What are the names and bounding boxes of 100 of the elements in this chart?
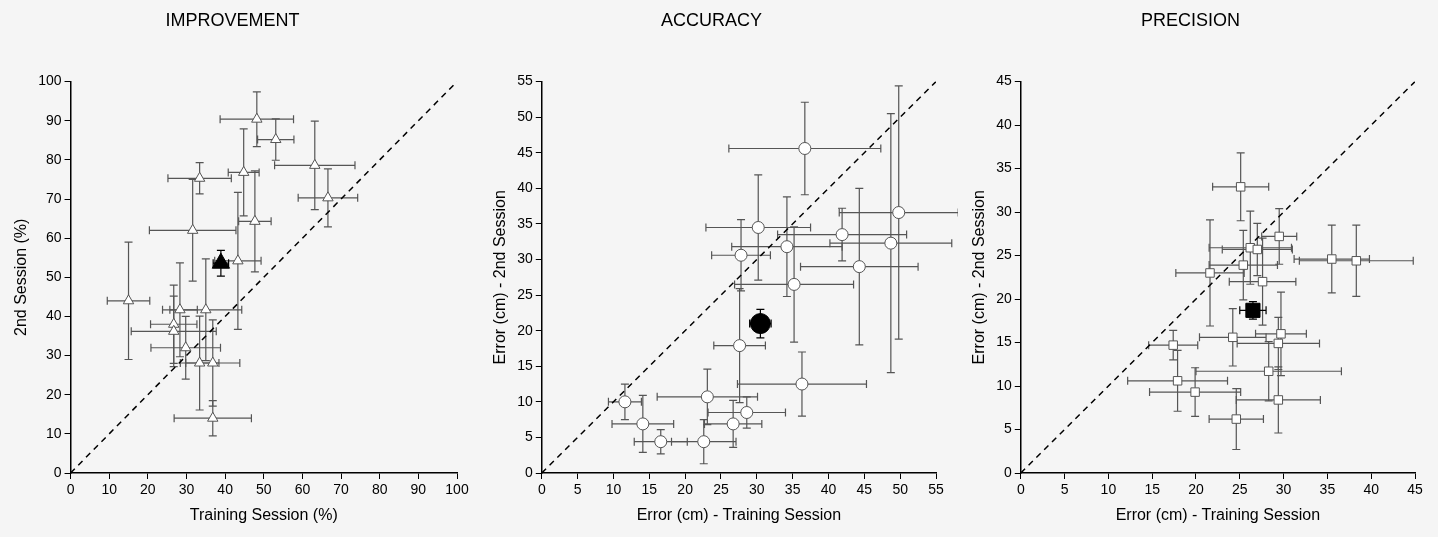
point (211, 252, 231, 269)
point (122, 294, 135, 305)
point (1274, 231, 1284, 242)
x-tick-label: 0 (537, 481, 546, 498)
chart-title: ACCURACY (660, 9, 763, 30)
point (798, 141, 812, 155)
y-tick-label: 10 (517, 392, 533, 409)
point (1238, 260, 1249, 270)
point (749, 313, 771, 335)
x-tick-label: 35 (784, 481, 801, 498)
point (251, 112, 263, 123)
x-tick-label: 40 (1363, 481, 1380, 498)
point (249, 214, 261, 225)
y-tick-label: 30 (45, 346, 62, 363)
point (1168, 340, 1178, 350)
x-tick-label: 15 (1144, 481, 1161, 498)
point (270, 133, 282, 144)
y-tick-label: 0 (524, 463, 533, 480)
y-tick-label: 40 (996, 115, 1012, 132)
x-tick-label: 30 (178, 481, 195, 498)
x-tick-label: 25 (713, 481, 729, 498)
y-axis-title: 2nd Session (%) (12, 218, 30, 336)
point (1327, 254, 1337, 264)
point (700, 390, 714, 404)
point (733, 339, 747, 353)
x-tick-label: 60 (294, 481, 311, 498)
point (1276, 329, 1286, 339)
y-tick-label: 40 (45, 307, 62, 324)
point (237, 165, 250, 176)
y-tick-label: 45 (517, 143, 533, 160)
point (780, 240, 794, 254)
x-tick-label: 25 (1232, 481, 1248, 498)
point (654, 435, 668, 449)
y-tick-label: 5 (524, 428, 533, 445)
y-tick-label: 0 (1003, 463, 1012, 480)
point (193, 356, 206, 367)
point (787, 277, 801, 291)
y-tick-label: 50 (45, 268, 62, 285)
x-tick-label: 10 (1100, 481, 1117, 498)
point (1172, 376, 1183, 386)
x-tick-label: 5 (573, 481, 582, 498)
point (740, 406, 754, 420)
point (884, 236, 898, 250)
y-tick-label: 30 (996, 202, 1012, 219)
x-tick-label: 40 (820, 481, 837, 498)
chart-title: PRECISION (1140, 9, 1241, 30)
x-tick-label: 40 (217, 481, 234, 498)
point (1190, 387, 1200, 397)
y-axis-title: Error (cm) - 2nd Session (491, 190, 509, 365)
point (795, 377, 809, 391)
y-tick-label: 50 (517, 108, 533, 125)
point (852, 260, 866, 274)
point (1273, 338, 1284, 349)
y-tick-label: 35 (517, 214, 533, 231)
y-tick-label: 30 (517, 250, 533, 267)
point (180, 341, 192, 352)
point (309, 158, 321, 169)
point (168, 324, 180, 335)
x-tick-label: 50 (892, 481, 909, 498)
x-tick-label: 50 (255, 481, 272, 498)
x-tick-label: 30 (749, 481, 765, 498)
y-tick-label: 5 (1003, 420, 1012, 437)
y-tick-label: 100 (38, 72, 62, 89)
y-tick-label: 55 (517, 72, 533, 89)
y-tick-label: 10 (996, 376, 1012, 393)
y-tick-label: 15 (517, 357, 533, 374)
y-tick-label: 70 (45, 189, 62, 206)
y-tick-label: 20 (517, 321, 533, 338)
x-tick-label: 45 (1407, 481, 1423, 498)
point (1351, 256, 1362, 266)
point (726, 417, 740, 431)
x-tick-label: 70 (333, 481, 350, 498)
y-tick-label: 20 (45, 385, 62, 402)
point (734, 248, 748, 262)
point (1252, 244, 1263, 255)
x-tick-label: 45 (856, 481, 873, 498)
x-tick-label: 100 (445, 481, 469, 498)
y-axis-title: Error (cm) - 2nd Session (970, 190, 988, 365)
y-tick-label: 60 (45, 229, 62, 246)
x-tick-label: 55 (928, 481, 944, 498)
point (1273, 395, 1284, 405)
x-tick-label: 10 (101, 481, 118, 498)
y-tick-label: 0 (53, 463, 62, 480)
x-tick-label: 20 (677, 481, 694, 498)
point (751, 220, 765, 234)
y-tick-label: 45 (996, 72, 1012, 89)
point (1257, 276, 1268, 287)
y-tick-label: 80 (45, 150, 62, 167)
x-tick-label: 80 (371, 481, 388, 498)
y-tick-label: 35 (996, 159, 1012, 176)
x-tick-label: 15 (641, 481, 658, 498)
y-tick-label: 10 (45, 424, 62, 441)
point (892, 206, 906, 220)
point (636, 417, 650, 431)
point (207, 356, 219, 367)
y-tick-label: 20 (996, 289, 1012, 306)
x-tick-label: 0 (66, 481, 75, 498)
x-tick-label: 90 (410, 481, 427, 498)
x-tick-label: 20 (140, 481, 156, 498)
x-axis-title: Error (cm) - Training Session (636, 505, 842, 523)
